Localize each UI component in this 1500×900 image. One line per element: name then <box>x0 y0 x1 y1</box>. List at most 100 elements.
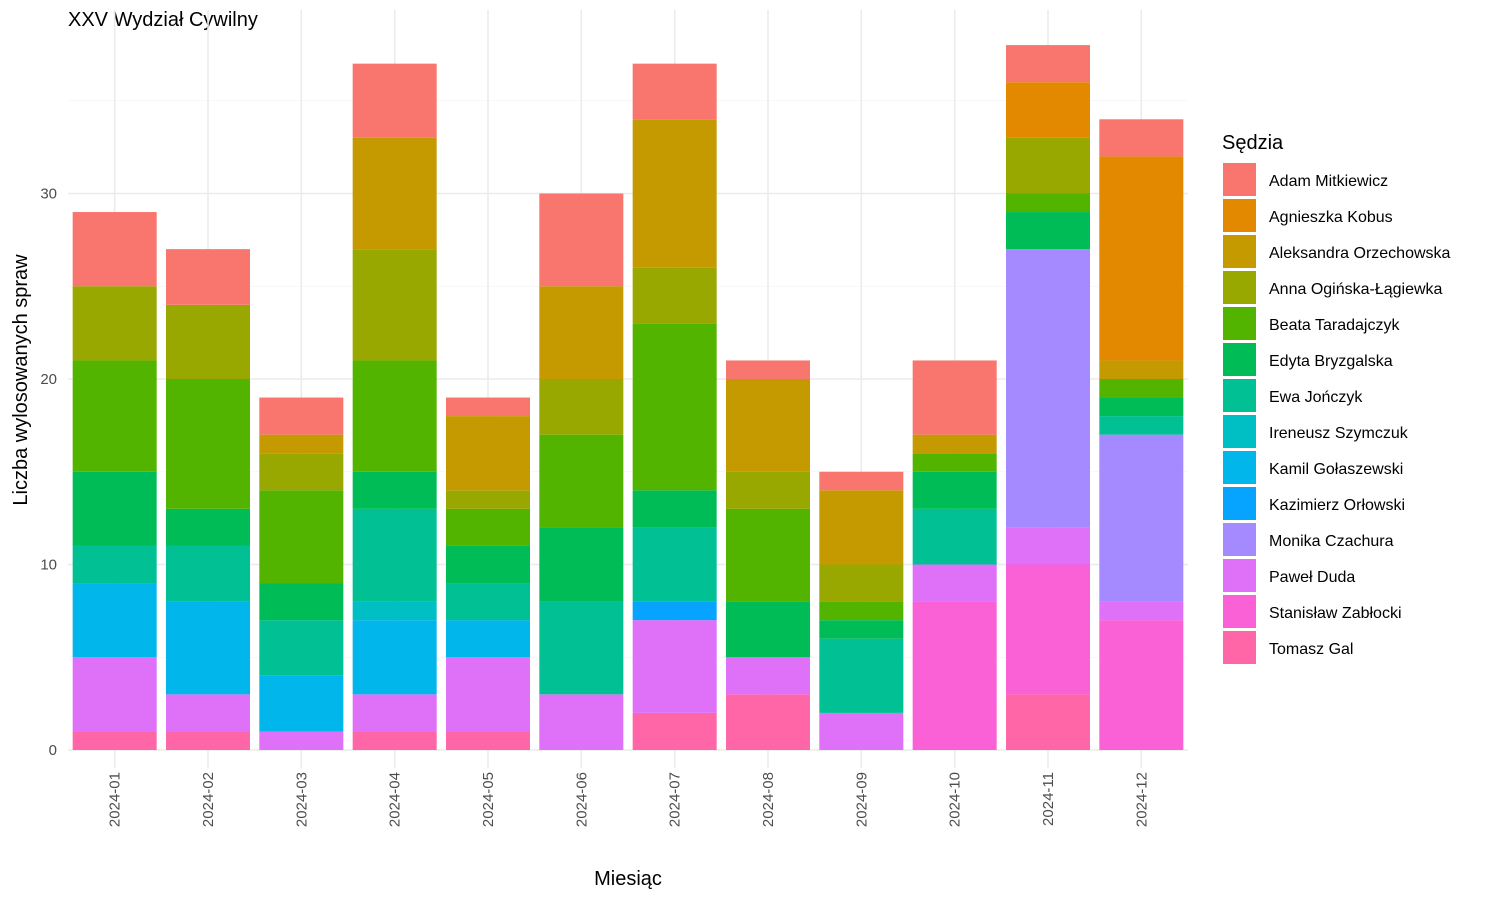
bar-segment <box>819 712 904 750</box>
bar-segment <box>539 434 624 528</box>
bar-segment <box>539 694 624 750</box>
bar-segment <box>912 601 997 750</box>
legend-swatch <box>1223 379 1256 412</box>
bar-segment <box>446 508 530 546</box>
bar-segment <box>166 249 250 305</box>
legend-swatch <box>1223 487 1256 520</box>
bar-segment <box>819 564 904 602</box>
bar-segment <box>632 620 717 713</box>
legend-swatch <box>1223 307 1256 340</box>
bar-segment <box>819 620 904 639</box>
bar-segment <box>819 638 904 713</box>
bar-segment <box>1099 416 1184 435</box>
x-tick-label: 2024-08 <box>760 772 777 827</box>
x-tick-label: 2024-10 <box>947 772 964 827</box>
y-axis-ticks: 0 10 20 30 <box>40 186 57 760</box>
bar-segment <box>259 453 344 491</box>
bar-segment <box>819 471 904 491</box>
bar-segment <box>912 471 997 509</box>
bar-segment <box>1006 564 1090 695</box>
legend-label: Ireneusz Szymczuk <box>1269 425 1409 442</box>
legend-swatch <box>1223 559 1256 592</box>
bar-segment <box>726 601 810 658</box>
bar-segment <box>1099 379 1184 398</box>
bar-segment <box>72 360 157 472</box>
bar-segment <box>259 675 344 732</box>
bar-segment <box>1006 212 1090 250</box>
bar-segment <box>446 397 530 417</box>
bar-segment <box>446 416 530 491</box>
bar-segment <box>352 601 437 621</box>
bar-segment <box>352 731 437 750</box>
bar-segment <box>166 545 250 602</box>
legend-swatch <box>1223 631 1256 664</box>
bar-segment <box>632 63 717 120</box>
legend-label: Kamil Gołaszewski <box>1269 461 1403 478</box>
bar-segment <box>72 657 157 732</box>
bar-segment <box>166 601 250 695</box>
legend-label: Agnieszka Kobus <box>1269 209 1393 226</box>
bar-segment <box>446 731 530 750</box>
bar-segment <box>1099 360 1184 379</box>
legend-label: Paweł Duda <box>1269 569 1355 586</box>
bar-segment <box>1099 119 1184 157</box>
bar-segment <box>912 360 997 435</box>
y-tick-label: 30 <box>40 186 57 203</box>
y-tick-label: 20 <box>40 371 57 388</box>
bar-segment <box>259 620 344 676</box>
legend-swatch <box>1223 199 1256 232</box>
bar-segment <box>446 583 530 621</box>
bar-segment <box>1006 45 1090 83</box>
bar-segment <box>446 545 530 584</box>
bar-segment <box>352 508 437 602</box>
y-axis-title: Liczba wylosowanych spraw <box>10 254 32 506</box>
bar-segment <box>819 601 904 621</box>
bar-segment <box>632 323 717 491</box>
x-axis-ticks: 2024-01 2024-02 2024-03 2024-04 2024-05 2024-… <box>107 772 1151 827</box>
x-tick-label: 2024-02 <box>200 772 217 827</box>
bar-segment <box>632 527 717 602</box>
legend-swatch <box>1223 271 1256 304</box>
bar-segment <box>539 286 624 379</box>
x-tick-label: 2024-07 <box>667 772 684 827</box>
y-tick-label: 10 <box>40 557 57 574</box>
bar-segment <box>166 304 250 379</box>
bar-segment <box>1006 193 1090 213</box>
bar-segment <box>539 193 624 287</box>
legend-label: Kazimierz Orłowski <box>1269 497 1405 514</box>
bar-segment <box>632 267 717 324</box>
bar-segment <box>1099 601 1184 621</box>
bar-segment <box>912 453 997 472</box>
bar-segment <box>446 490 530 509</box>
bar-segment <box>632 601 717 621</box>
bars <box>72 45 1184 750</box>
x-tick-label: 2024-09 <box>853 772 870 827</box>
bar-segment <box>166 379 250 509</box>
bar-segment <box>352 620 437 695</box>
bar-segment <box>166 508 250 546</box>
bar-segment <box>632 712 717 750</box>
legend-label: Aleksandra Orzechowska <box>1269 245 1451 262</box>
bar-segment <box>726 694 810 750</box>
bar-segment <box>912 564 997 602</box>
bar-segment <box>352 471 437 509</box>
legend-swatch <box>1223 235 1256 268</box>
bar-segment <box>166 694 250 732</box>
bar-segment <box>819 490 904 565</box>
bar-segment <box>1099 397 1184 417</box>
legend-swatch <box>1223 451 1256 484</box>
bar-segment <box>539 601 624 695</box>
bar-segment <box>352 694 437 732</box>
x-tick-label: 2024-11 <box>1040 772 1057 826</box>
bar-segment <box>72 212 157 287</box>
bar-segment <box>539 527 624 602</box>
legend-label: Adam Mitkiewicz <box>1269 173 1388 190</box>
bar-segment <box>259 434 344 454</box>
chart-title: XXV Wydział Cywilny <box>68 9 258 31</box>
bar-segment <box>259 583 344 621</box>
x-tick-label: 2024-06 <box>573 772 590 827</box>
bar-segment <box>1006 527 1090 565</box>
x-tick-label: 2024-03 <box>293 772 310 827</box>
bar-segment <box>726 508 810 602</box>
